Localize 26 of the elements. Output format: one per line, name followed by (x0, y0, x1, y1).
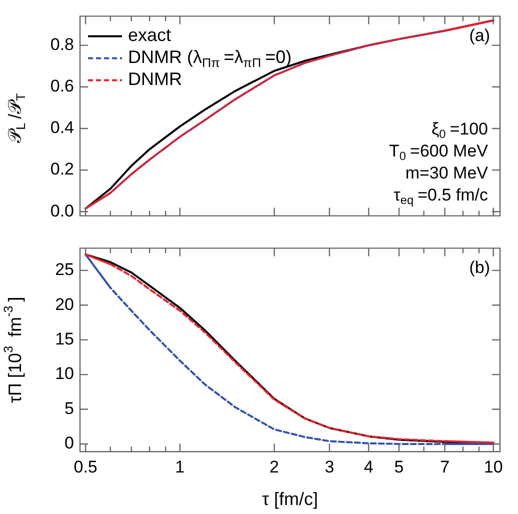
x-tick-label: 7 (440, 457, 450, 476)
y-tick-label: 5 (64, 398, 74, 418)
x-tick-label: 10 (484, 457, 503, 476)
y-tick-label: 0.6 (50, 76, 74, 96)
y-tick-label: 10 (55, 364, 74, 384)
y-tick-label: 0.2 (50, 160, 74, 179)
y-axis-title: τΠ [103 fm-3] (1, 296, 25, 404)
x-tick-label: 4 (364, 457, 374, 476)
y-tick-label: 20 (55, 294, 74, 314)
x-tick-label: 3 (324, 457, 334, 476)
annotation: (a) (469, 26, 490, 45)
annotation: (b) (469, 258, 490, 277)
y-tick-label: 0.0 (50, 201, 74, 220)
legend-label: exact (128, 25, 172, 46)
y-tick-label: 25 (55, 260, 74, 280)
y-tick-label: 0.4 (50, 118, 74, 138)
y-tick-label: 15 (55, 330, 74, 349)
x-tick-label: 2 (270, 457, 280, 476)
y-tick-label: 0 (64, 434, 74, 453)
legend-label: DNMR (128, 69, 182, 90)
x-tick-label: 0.5 (74, 457, 98, 476)
annotation: m=30 MeV (405, 163, 489, 182)
x-axis-title: τ [fm/c] (262, 488, 318, 509)
x-tick-label: 1 (175, 457, 185, 476)
y-tick-label: 0.8 (50, 34, 74, 54)
x-tick-label: 5 (394, 457, 404, 476)
